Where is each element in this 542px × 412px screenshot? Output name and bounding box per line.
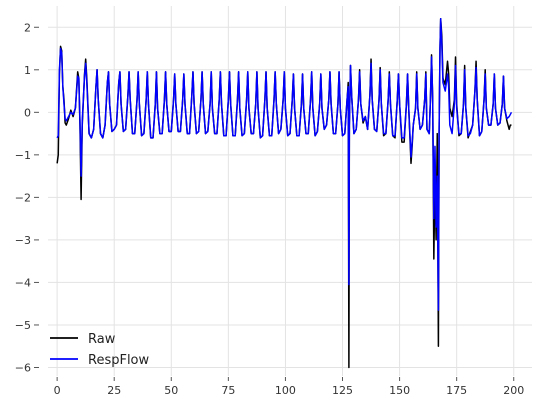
x-tick-label: 0 — [54, 384, 61, 397]
series-line-respflow — [56, 18, 513, 311]
legend-label-raw: Raw — [88, 332, 116, 347]
plot-background — [48, 6, 532, 376]
legend-label-respflow: RespFlow — [88, 353, 150, 368]
y-tick-label: 1 — [24, 64, 31, 77]
legend: Raw RespFlow — [50, 332, 150, 368]
x-tick-label: 125 — [332, 384, 353, 397]
y-tick-label: −2 — [15, 191, 31, 204]
grid-lines — [48, 6, 532, 376]
x-tick-label: 75 — [221, 384, 235, 397]
series-lines — [56, 18, 513, 369]
y-tick-label: −6 — [15, 361, 31, 374]
y-tick-label: 2 — [24, 21, 31, 34]
x-tick-label: 150 — [389, 384, 410, 397]
x-tick-label: 175 — [446, 384, 467, 397]
y-tick-label: −1 — [15, 149, 31, 162]
y-axis-ticks: 2 1 0 −1 −2 −3 −4 −5 −6 — [15, 21, 39, 374]
y-tick-label: −4 — [15, 276, 31, 289]
x-tick-label: 50 — [164, 384, 178, 397]
x-tick-label: 200 — [503, 384, 524, 397]
x-tick-label: 100 — [275, 384, 296, 397]
x-tick-label: 25 — [107, 384, 121, 397]
y-tick-label: −3 — [15, 234, 31, 247]
x-axis-ticks: 0 25 50 75 100 125 150 175 200 — [54, 377, 524, 397]
y-tick-label: 0 — [24, 106, 31, 119]
y-tick-label: −5 — [15, 319, 31, 332]
